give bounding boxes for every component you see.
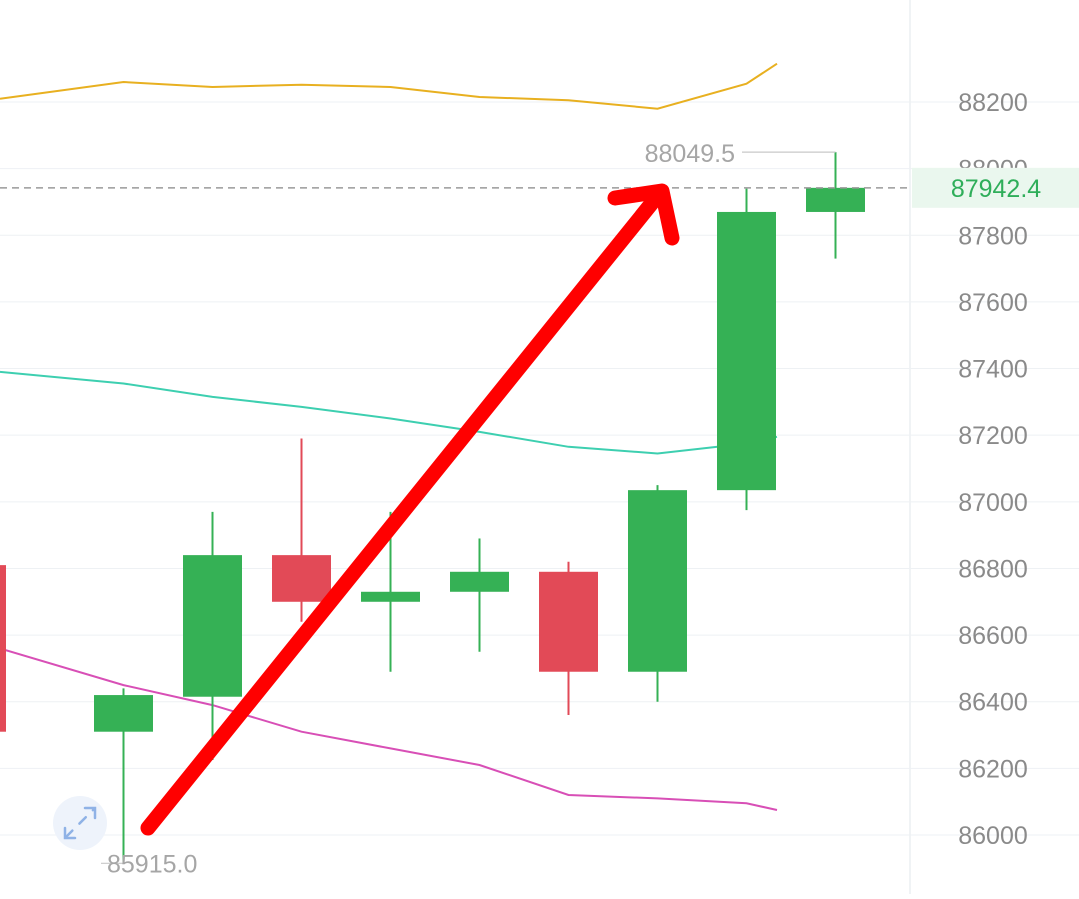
- y-tick-label: 88200: [958, 89, 1028, 117]
- indicator-line: [0, 370, 778, 455]
- candle-body: [806, 187, 865, 212]
- low-marker-label: 85915.0: [107, 850, 197, 878]
- expand-icon[interactable]: [63, 806, 97, 840]
- expand-icon-stroke: [64, 807, 96, 839]
- candle: [450, 538, 509, 652]
- candle: [806, 152, 865, 259]
- price-axis: 86000 86200 86400 86600 86800 87000 87200 87400…: [958, 89, 1028, 850]
- y-tick-label: 86000: [958, 822, 1028, 850]
- y-tick-label: 86800: [958, 555, 1028, 583]
- high-marker-label: 88049.5: [645, 140, 735, 168]
- trend-arrow: [140, 183, 680, 836]
- indicator-lines: [0, 62, 778, 811]
- candle: [717, 188, 776, 511]
- candle: [272, 438, 331, 622]
- candle-body: [628, 490, 687, 672]
- candle: [94, 688, 153, 864]
- y-tick-label: 86400: [958, 689, 1028, 717]
- y-tick-label: 87000: [958, 489, 1028, 517]
- indicator-line: [0, 647, 778, 811]
- y-tick-label: 86600: [958, 622, 1028, 650]
- current-price-label: 87942.4: [951, 175, 1041, 203]
- candle-body: [717, 211, 776, 491]
- y-tick-label: 87200: [958, 422, 1028, 450]
- current-price-tag: [912, 167, 1079, 208]
- candle: [539, 561, 598, 716]
- candles: [0, 152, 865, 864]
- y-tick-label: 87400: [958, 356, 1028, 384]
- candle-body: [0, 565, 6, 732]
- candle-body: [272, 555, 331, 602]
- arrow-shaft: [140, 185, 668, 836]
- arrow-head: [607, 183, 680, 246]
- y-tick-label: 87600: [958, 289, 1028, 317]
- candle: [0, 565, 6, 732]
- candle-body: [361, 591, 420, 602]
- y-tick-label: 87800: [958, 222, 1028, 250]
- candle-body: [94, 695, 153, 732]
- candle-body: [183, 555, 242, 697]
- candle-body: [450, 571, 509, 592]
- price-markers: 87942.4 88049.5 85915.0: [0, 140, 1079, 878]
- expand-icon-corner: [63, 826, 77, 840]
- candle-body: [539, 571, 598, 672]
- candle: [183, 511, 242, 761]
- expand-button[interactable]: [53, 796, 107, 850]
- y-tick-label: 86200: [958, 755, 1028, 783]
- candle: [628, 485, 687, 702]
- expand-icon-corner: [83, 806, 97, 820]
- indicator-line: [0, 62, 778, 110]
